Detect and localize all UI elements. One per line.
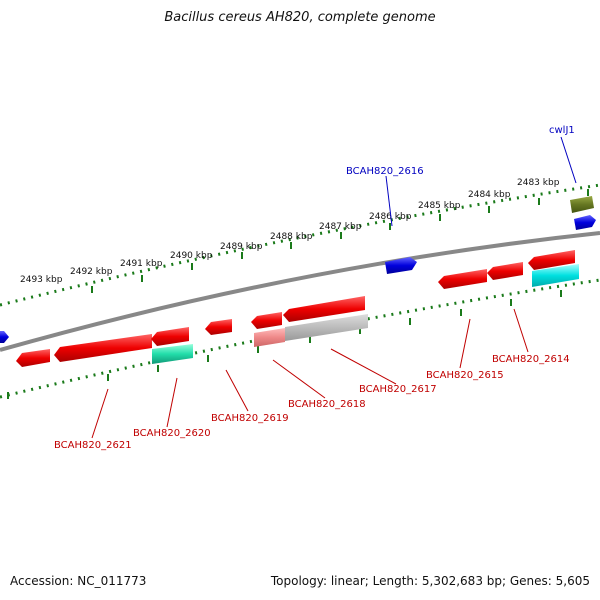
forward-genes	[0, 196, 596, 343]
genome-summary-text: Topology: linear; Length: 5,302,683 bp; …	[270, 574, 590, 588]
kbp-label: 2487 kbp	[319, 222, 362, 232]
kbp-label: 2490 kbp	[170, 251, 213, 261]
gene-BCAH820_2615[interactable]	[438, 269, 487, 289]
gene-cwlJ1[interactable]	[570, 196, 594, 213]
kbp-label: 2484 kbp	[468, 190, 511, 200]
gene-cyan-right[interactable]	[532, 264, 579, 287]
kbp-label: 2493 kbp	[20, 275, 63, 285]
gene-red-right[interactable]	[528, 250, 575, 270]
gene-BCAH820_2620-a[interactable]	[54, 334, 152, 362]
gene-BCAH820_2621[interactable]	[16, 349, 50, 367]
upper-ruler-ticks	[91, 189, 589, 293]
gene-labels: cwlJ1 BCAH820_2616 BCAH820_2621 BCAH820_…	[54, 125, 575, 451]
gene-BCAH820_2614[interactable]	[487, 262, 523, 280]
gene-BCAH820_2617-grey[interactable]	[285, 314, 368, 341]
kbp-label: 2483 kbp	[517, 178, 560, 188]
label-leaders	[91, 136, 577, 439]
gene-label-BCAH820_2614[interactable]: BCAH820_2614	[492, 354, 570, 365]
accession-text: Accession: NC_011773	[10, 574, 147, 588]
gene-BCAH820_2616[interactable]	[385, 257, 417, 274]
gene-label-BCAH820_2616[interactable]: BCAH820_2616	[346, 166, 424, 177]
lower-ruler-ticks	[7, 290, 562, 399]
gene-label-BCAH820_2620[interactable]: BCAH820_2620	[133, 428, 211, 439]
kbp-label: 2486 kbp	[369, 212, 412, 222]
reverse-genes	[16, 250, 579, 367]
gene-BCAH820_2618-pink[interactable]	[254, 328, 285, 347]
page-title: Bacillus cereus AH820, complete genome	[164, 10, 436, 25]
gene-blue-left-edge[interactable]	[0, 331, 9, 343]
gene-label-BCAH820_2621[interactable]: BCAH820_2621	[54, 440, 132, 451]
gene-blue-right[interactable]	[574, 215, 596, 230]
kbp-label: 2491 kbp	[120, 259, 163, 269]
gene-label-BCAH820_2615[interactable]: BCAH820_2615	[426, 370, 504, 381]
genome-backbone	[0, 231, 600, 352]
gene-label-BCAH820_2618[interactable]: BCAH820_2618	[288, 399, 366, 410]
gene-BCAH820_2619[interactable]	[205, 319, 232, 335]
ruler-labels: 2493 kbp 2492 kbp 2491 kbp 2490 kbp 2489…	[20, 178, 560, 285]
kbp-label: 2485 kbp	[418, 201, 461, 211]
kbp-label: 2492 kbp	[70, 267, 113, 277]
gene-BCAH820_2620-b[interactable]	[151, 327, 189, 346]
kbp-label: 2489 kbp	[220, 242, 263, 252]
gene-label-cwlJ1[interactable]: cwlJ1	[549, 125, 575, 136]
gene-BCAH820_2618-red[interactable]	[251, 312, 282, 329]
gene-label-BCAH820_2617[interactable]: BCAH820_2617	[359, 384, 437, 395]
gene-BCAH820_2617-red[interactable]	[283, 296, 365, 322]
kbp-label: 2488 kbp	[270, 232, 313, 242]
gene-BCAH820_2620-teal[interactable]	[152, 344, 193, 364]
gene-label-BCAH820_2619[interactable]: BCAH820_2619	[211, 413, 289, 424]
